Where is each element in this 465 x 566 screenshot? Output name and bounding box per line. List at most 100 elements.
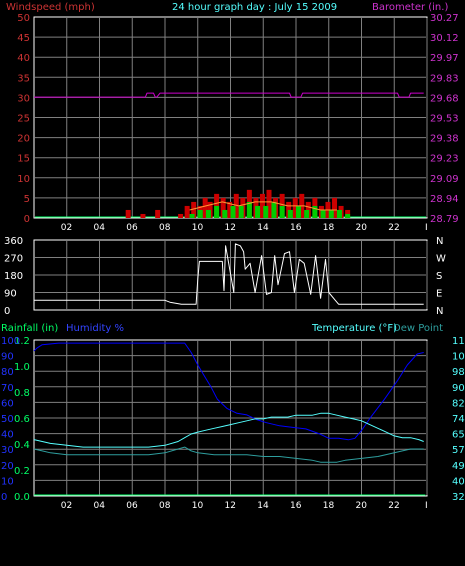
windspeed-tick-label: 15: [17, 154, 30, 165]
time-tick-label: 08: [159, 501, 171, 511]
direction-panel-grid: [35, 241, 428, 309]
direction-degree-axis: 360 270 180 90 0: [4, 236, 23, 317]
time-tick-label: 22: [388, 501, 399, 511]
rainfall-tick-label: 0.4: [14, 440, 30, 451]
barometer-label: Barometer (in.): [372, 2, 448, 13]
direction-degree-tick-label: 180: [4, 271, 23, 282]
windspeed-tick-label: 10: [17, 174, 30, 185]
barometer-tick-label: 29.97: [430, 53, 459, 64]
wind-speed-bar: [305, 201, 311, 218]
humidity-tick-label: 30: [1, 445, 14, 456]
windspeed-tick-label: 40: [17, 53, 30, 64]
temperature-tick-label: 32: [452, 492, 465, 503]
temperature-tick-label: 65: [452, 430, 465, 441]
barometer-line: [34, 92, 424, 98]
wind-average-bar: [189, 213, 195, 218]
windspeed-tick-label: 30: [17, 93, 30, 104]
time-tick-label: 18: [323, 223, 335, 233]
time-tick-label: 16: [290, 501, 302, 511]
temperature-tick-label: 98: [452, 367, 465, 378]
direction-degree-tick-label: 360: [4, 236, 23, 247]
time-tick-label: 18: [323, 501, 335, 511]
rainfall-tick-label: 0.2: [14, 466, 30, 477]
temperature-tick-label: 74: [452, 414, 465, 425]
barometer-tick-label: 30.27: [430, 13, 459, 24]
time-tick-label: 08: [159, 223, 171, 233]
dewpoint-line: [33, 446, 424, 463]
time-tick-label: 20: [356, 501, 368, 511]
wind-average-bar: [238, 205, 244, 218]
rainfall-tick-label: 0.0: [14, 492, 30, 503]
wind-average-bar: [279, 205, 285, 218]
time-tick-label: 10: [192, 223, 204, 233]
time-tick-label: 20: [356, 223, 368, 233]
humidity-tick-label: 40: [1, 430, 14, 441]
barometer-tick-label: 29.68: [430, 93, 459, 104]
wind-average-bar: [246, 201, 252, 218]
barometer-tick-label: 29.83: [430, 73, 459, 84]
barometer-tick-label: 28.94: [430, 194, 459, 205]
time-tick-label: I: [425, 501, 428, 511]
humidity-tick-label: 70: [1, 383, 14, 394]
temperature-line: [33, 412, 424, 448]
temperature-tick-label: 49: [452, 461, 465, 472]
barometer-tick-label: 28.79: [430, 214, 459, 225]
direction-compass-tick-label: S: [436, 271, 442, 282]
wind-speed-bar: [332, 197, 338, 218]
wind-speed-bar: [286, 201, 292, 218]
time-tick-label: 22: [388, 223, 399, 233]
windspeed-tick-label: 50: [17, 13, 30, 24]
wind-average-bar: [312, 205, 318, 218]
wind-barometer-series: [34, 92, 426, 218]
rainfall-axis: 1.2 1.0 0.8 0.6 0.4 0.2 0.0: [14, 336, 30, 503]
humidity-label: Humidity %: [66, 323, 124, 334]
wind-average-bar: [255, 205, 261, 218]
windspeed-label: Windspeed (mph): [6, 2, 95, 13]
rainfall-tick-label: 1.2: [14, 336, 30, 347]
temperature-tick-label: 57: [452, 445, 465, 456]
wind-speed-bar: [220, 197, 226, 218]
wind-average-bar: [287, 209, 293, 218]
direction-compass-tick-label: N: [436, 236, 443, 247]
windspeed-tick-label: 25: [17, 114, 30, 125]
wind-speed-bar: [184, 205, 190, 218]
time-tick-label: 14: [257, 223, 269, 233]
windspeed-tick-label: 5: [24, 194, 30, 205]
wind-speed-bar: [202, 197, 208, 218]
temp-panel-grid: [35, 341, 428, 495]
time-tick-label: 02: [61, 501, 72, 511]
wind-speed-bar: [140, 213, 146, 218]
page-title: 24 hour graph day : July 15 2009: [172, 2, 337, 13]
time-tick-label: 04: [94, 501, 106, 511]
time-tick-label: 10: [192, 501, 204, 511]
humidity-tick-label: 100: [1, 336, 20, 347]
direction-compass-tick-label: W: [436, 254, 446, 265]
rainfall-tick-label: 1.0: [14, 362, 30, 373]
humidity-tick-label: 60: [1, 398, 14, 409]
wind-average-bar: [320, 209, 326, 218]
wind-average-bar: [296, 205, 301, 218]
wind-average-bar: [197, 209, 203, 218]
direction-degree-tick-label: 90: [4, 289, 17, 300]
barometer-tick-label: 29.09: [430, 174, 459, 185]
time-tick-label: 02: [61, 223, 72, 233]
wind-average-bar: [345, 213, 351, 218]
wind-average-bar: [222, 209, 228, 218]
wind-direction-series: [34, 243, 424, 305]
wind-speed-bar: [155, 209, 161, 218]
humidity-tick-label: 20: [1, 461, 14, 472]
time-tick-label: 12: [225, 501, 236, 511]
barometer-axis: 30.27 30.12 29.97 29.83 29.68 29.53 29.38 29.23…: [430, 13, 459, 225]
barometer-tick-label: 30.12: [430, 33, 459, 44]
temperature-tick-label: 40: [452, 476, 465, 487]
rain-humidity-temp-panel: 1.21.00.80.60.40.20.0 100908070605040302…: [1, 336, 465, 511]
humidity-tick-label: 80: [1, 367, 14, 378]
rain-humidity-temp-series: [33, 342, 426, 496]
wind-average-bar: [205, 209, 211, 218]
wind-time-axis: 02 04 06 08 10 12 14 16 18 20 22 I: [61, 223, 428, 233]
